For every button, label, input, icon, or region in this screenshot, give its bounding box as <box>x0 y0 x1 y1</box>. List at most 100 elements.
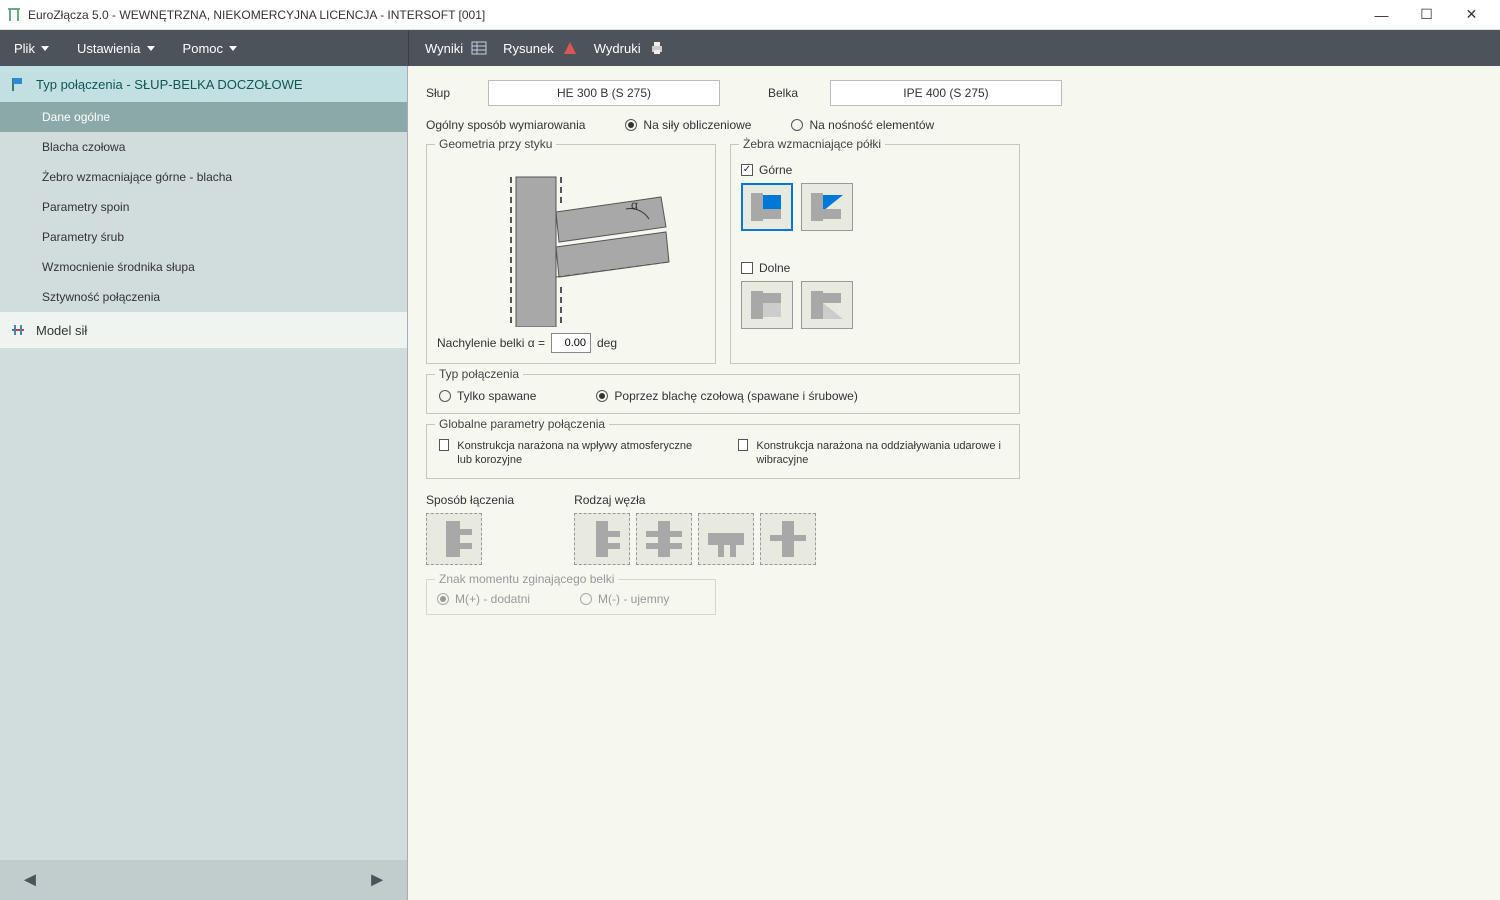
sidebar-item-top-stiffener[interactable]: Żebro wzmacniające górne - blacha <box>0 162 407 192</box>
tab-printouts-label: Wydruki <box>594 41 641 56</box>
close-button[interactable]: ✕ <box>1449 1 1494 29</box>
menu-file[interactable]: Plik <box>0 30 63 66</box>
tab-results[interactable]: Wyniki <box>417 30 495 66</box>
node-type-label: Rodzaj węzła <box>574 493 816 507</box>
radio-endplate[interactable]: Poprzez blachę czołową (spawane i śrubow… <box>596 389 857 403</box>
content-panel: Słup HE 300 B (S 275) Belka IPE 400 (S 2… <box>408 66 1500 900</box>
sidebar-item-general[interactable]: Dane ogólne <box>0 102 407 132</box>
sidebar-header-forces[interactable]: Model sił <box>0 312 407 348</box>
radio-forces-label: Na siły obliczeniowe <box>643 118 751 132</box>
menubar: Plik Ustawienia Pomoc Wyniki Rysunek Wyd… <box>0 30 1500 66</box>
node-option-2[interactable] <box>636 513 692 565</box>
checkbox-icon <box>439 439 449 451</box>
connection-type-legend: Typ połączenia <box>435 367 523 381</box>
joining-label: Sposób łączenia <box>426 493 514 507</box>
sidebar-item-endplate[interactable]: Blacha czołowa <box>0 132 407 162</box>
column-label: Słup <box>426 86 476 100</box>
radio-capacity-label: Na nośność elementów <box>809 118 934 132</box>
table-icon <box>471 40 487 56</box>
radio-icon <box>437 593 449 605</box>
radio-moment-negative-label: M(-) - ujemny <box>598 592 669 606</box>
checkbox-atmospheric-label: Konstrukcja narażona na wpływy atmosfery… <box>457 439 708 468</box>
sidebar-item-stiffness[interactable]: Sztywność połączenia <box>0 282 407 312</box>
printer-icon <box>649 40 665 56</box>
node-option-4[interactable] <box>760 513 816 565</box>
radio-icon <box>596 390 608 402</box>
rib-bottom-option-rect[interactable] <box>741 281 793 329</box>
rib-top-option-tri[interactable] <box>801 183 853 231</box>
ribs-bottom-label: Dolne <box>759 261 790 275</box>
geometry-legend: Geometria przy styku <box>435 137 556 151</box>
column-profile-selector[interactable]: HE 300 B (S 275) <box>488 80 720 106</box>
inclination-label: Nachylenie belki α = <box>437 336 545 350</box>
beam-profile-selector[interactable]: IPE 400 (S 275) <box>830 80 1062 106</box>
tab-drawing[interactable]: Rysunek <box>495 30 586 66</box>
beam-label: Belka <box>768 86 818 100</box>
tab-printouts[interactable]: Wydruki <box>586 30 673 66</box>
tab-results-label: Wyniki <box>425 41 463 56</box>
inclination-input[interactable] <box>551 333 591 353</box>
caret-icon <box>147 46 155 51</box>
menu-file-label: Plik <box>14 41 35 56</box>
dimensioning-label: Ogólny sposób wymiarowania <box>426 118 585 132</box>
menu-help-label: Pomoc <box>183 41 223 56</box>
rib-top-option-rect[interactable] <box>741 183 793 231</box>
forces-icon <box>10 322 26 338</box>
radio-moment-positive-label: M(+) - dodatni <box>455 592 530 606</box>
nav-prev-button[interactable]: ◄ <box>20 869 40 892</box>
node-option-1[interactable] <box>574 513 630 565</box>
sidebar-item-bolt-params[interactable]: Parametry śrub <box>0 222 407 252</box>
moment-sign-group: Znak momentu zginającego belki M(+) - do… <box>426 579 716 615</box>
svg-text:α: α <box>631 198 638 212</box>
radio-forces[interactable]: Na siły obliczeniowe <box>625 118 751 132</box>
ribs-legend: Żebra wzmacniające półki <box>739 137 885 151</box>
titlebar: EuroZłącza 5.0 - WEWNĘTRZNA, NIEKOMERCYJ… <box>0 0 1500 30</box>
menu-settings-label: Ustawienia <box>77 41 141 56</box>
radio-icon <box>580 593 592 605</box>
radio-icon <box>791 119 803 131</box>
radio-icon <box>439 390 451 402</box>
maximize-button[interactable]: ☐ <box>1404 1 1449 29</box>
radio-welded-label: Tylko spawane <box>457 389 536 403</box>
sidebar-header-connection[interactable]: Typ połączenia - SŁUP-BELKA DOCZOŁOWE <box>0 66 407 102</box>
rib-bottom-option-tri[interactable] <box>801 281 853 329</box>
inclination-unit: deg <box>597 336 617 350</box>
sidebar-nav-footer: ◄ ► <box>0 860 407 900</box>
global-params-legend: Globalne parametry połączenia <box>435 417 609 431</box>
radio-welded-only[interactable]: Tylko spawane <box>439 389 536 403</box>
tab-drawing-label: Rysunek <box>503 41 554 56</box>
radio-endplate-label: Poprzez blachę czołową (spawane i śrubow… <box>614 389 857 403</box>
minimize-button[interactable]: — <box>1359 1 1404 29</box>
checkbox-icon <box>741 262 753 274</box>
ribs-top-checkbox[interactable]: Górne <box>741 163 1009 177</box>
sidebar-header-connection-label: Typ połączenia - SŁUP-BELKA DOCZOŁOWE <box>36 77 303 92</box>
nav-next-button[interactable]: ► <box>367 869 387 892</box>
global-params-group: Globalne parametry połączenia Konstrukcj… <box>426 424 1020 479</box>
connection-type-group: Typ połączenia Tylko spawane Poprzez bla… <box>426 374 1020 414</box>
sidebar-item-web-stiffening[interactable]: Wzmocnienie środnika słupa <box>0 252 407 282</box>
ribs-bottom-checkbox[interactable]: Dolne <box>741 261 1009 275</box>
menu-help[interactable]: Pomoc <box>169 30 251 66</box>
sidebar-item-weld-params[interactable]: Parametry spoin <box>0 192 407 222</box>
radio-moment-negative[interactable]: M(-) - ujemny <box>580 592 669 606</box>
checkbox-impact-label: Konstrukcja narażona na oddziaływania ud… <box>756 439 1007 468</box>
menu-settings[interactable]: Ustawienia <box>63 30 169 66</box>
checkbox-icon <box>741 164 753 176</box>
sidebar: Typ połączenia - SŁUP-BELKA DOCZOŁOWE Da… <box>0 66 408 900</box>
checkbox-atmospheric[interactable]: Konstrukcja narażona na wpływy atmosfery… <box>439 439 708 468</box>
ribs-top-label: Górne <box>759 163 792 177</box>
joining-mode-group: Sposób łączenia <box>426 493 514 565</box>
flag-icon <box>10 76 26 92</box>
caret-icon <box>41 46 49 51</box>
radio-moment-positive[interactable]: M(+) - dodatni <box>437 592 530 606</box>
geometry-diagram: α <box>471 167 671 327</box>
window-title: EuroZłącza 5.0 - WEWNĘTRZNA, NIEKOMERCYJ… <box>28 8 1359 22</box>
checkbox-impact[interactable]: Konstrukcja narażona na oddziaływania ud… <box>738 439 1007 468</box>
radio-capacity[interactable]: Na nośność elementów <box>791 118 934 132</box>
moment-sign-legend: Znak momentu zginającego belki <box>435 572 618 586</box>
sidebar-header-forces-label: Model sił <box>36 323 87 338</box>
checkbox-icon <box>738 439 748 451</box>
node-option-3[interactable] <box>698 513 754 565</box>
node-type-group: Rodzaj węzła <box>574 493 816 565</box>
joining-option-1[interactable] <box>426 513 482 565</box>
